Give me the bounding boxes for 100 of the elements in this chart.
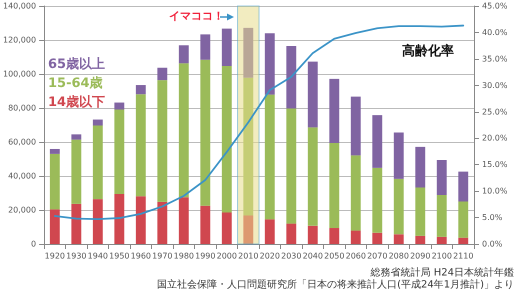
bar [329,228,340,244]
bar [178,63,189,198]
x-tick-label: 1920 [44,252,66,260]
bar [415,188,426,236]
bar [178,45,189,64]
series-label: 高齢化率 [402,43,454,59]
bar [200,206,210,244]
x-tick-label: 1940 [88,252,108,260]
bar [372,232,382,244]
y2-tick-label: 45.0% [482,2,508,10]
bar [114,110,124,194]
bar [415,236,426,244]
bar [350,155,361,231]
bar [264,33,275,95]
bar [308,127,318,226]
text: 総務省統計局 H24日本統計年鑑 [370,266,514,278]
bar [222,28,232,66]
bar [286,224,296,244]
y2-tick-label: 30.0% [482,80,508,90]
x-tick-label: 2010 [238,252,258,260]
text: 65歳以上 [48,57,106,72]
bar [157,202,168,244]
bar [286,46,296,109]
x-tick-label: 2110 [453,252,474,260]
bar [200,34,210,60]
y2-tick-label: 35.0% [482,54,508,64]
bar [136,94,146,196]
bar [350,230,361,244]
y-tick-label: 100,000 [2,70,36,78]
bar [372,168,382,233]
bar [394,178,404,234]
x-tick-label: 1990 [195,252,216,260]
y-tick-label: 80,000 [8,104,36,112]
y-tick-label: 0 [30,240,36,248]
bar [50,148,60,154]
bar [308,226,318,244]
y2-tick-label: 15.0% [482,160,508,170]
x-tick-label: 2090 [410,252,430,260]
bar [415,146,426,188]
x-tick-label: 1930 [66,252,87,260]
bar [200,60,210,206]
x-tick-label: 2100 [432,252,452,260]
x-tick-label: 1980 [174,252,194,260]
bar [136,85,146,94]
x-tick-label: 1960 [130,252,151,260]
bar [222,212,232,244]
bar [264,94,275,220]
y-tick-label: 140,000 [2,2,36,10]
bar [92,126,103,200]
bar [394,132,404,179]
x-tick-label: 2080 [388,252,409,260]
bar [286,108,296,224]
y-tick-label: 60,000 [8,138,36,146]
bar [243,28,254,78]
y2-tick-label: 40.0% [482,28,508,37]
x-tick-label: 2070 [367,252,388,260]
bar [114,102,124,110]
x-tick-label: 2040 [302,252,323,260]
bar [264,219,275,244]
x-tick-label: 1970 [152,252,172,260]
bar [436,160,447,196]
bar [71,204,82,244]
bar [308,62,318,128]
bar [114,194,124,244]
x-tick-label: 1950 [109,252,130,260]
bar [136,196,146,244]
text: 14歳以下 [48,95,106,110]
y2-tick-label: 10.0% [482,186,508,196]
y2-tick-label: 0.0% [482,240,503,248]
bar [243,215,254,244]
bar [243,78,254,216]
y-tick-label: 20,000 [8,206,36,214]
bar [157,68,168,80]
bar [350,96,361,156]
y2-tick-label: 25.0% [482,107,508,116]
bar [92,199,103,244]
y-tick-label: 40,000 [8,172,36,180]
bar [372,115,382,168]
bar [436,236,447,244]
bar [50,209,60,244]
bar [71,134,82,140]
y-tick-label: 120,000 [2,36,36,44]
bar [329,78,340,144]
x-tick-label: 2000 [216,252,237,260]
y2-tick-label: 20.0% [482,134,508,143]
x-tick-label: 2030 [281,252,302,260]
x-tick-label: 2050 [324,252,344,260]
bar [92,120,103,126]
series-label: 15-64歳 [48,76,103,91]
text: 国立社会保障・人口問題研究所「日本の将来推計人口(平成24年1月推計)」より [157,278,514,290]
bar [458,172,468,202]
bar [71,140,82,204]
bar [50,154,60,210]
x-tick-label: 2020 [260,252,280,260]
bar [436,195,447,237]
bar [458,202,468,238]
bar [157,80,168,202]
bar [329,143,340,228]
bar [178,197,189,244]
bar [458,238,468,244]
